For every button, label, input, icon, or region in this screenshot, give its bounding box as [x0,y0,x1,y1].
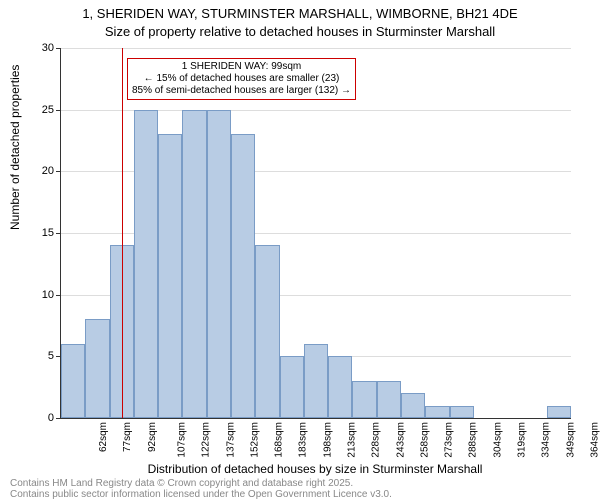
x-tick: 273sqm [444,422,455,458]
y-tick: 25 [42,104,54,116]
y-tick: 10 [42,289,54,301]
histogram-bar [231,134,255,418]
plot-area: 1 SHERIDEN WAY: 99sqm← 15% of detached h… [60,48,571,419]
x-tick: 334sqm [541,422,552,458]
histogram-bar [352,381,376,418]
histogram-bar [158,134,182,418]
annotation-line3: 85% of semi-detached houses are larger (… [132,85,351,97]
x-tick: 198sqm [322,422,333,458]
histogram-bar [304,344,328,418]
histogram-bar [207,110,231,418]
x-tick: 213sqm [347,422,358,458]
y-tick: 20 [42,165,54,177]
chart-title-line1: 1, SHERIDEN WAY, STURMINSTER MARSHALL, W… [0,6,600,21]
y-tick: 5 [48,350,54,362]
x-tick: 364sqm [589,422,600,458]
histogram-bar [182,110,206,418]
histogram-bar [547,406,571,418]
annotation-line2: ← 15% of detached houses are smaller (23… [132,73,351,85]
x-tick: 107sqm [177,422,188,458]
footer-line2: Contains public sector information licen… [10,489,392,500]
annotation-line1: 1 SHERIDEN WAY: 99sqm [132,61,351,73]
x-tick: 122sqm [201,422,212,458]
histogram-bar [61,344,85,418]
x-tick: 228sqm [371,422,382,458]
y-tick: 15 [42,227,54,239]
footer-attribution: Contains HM Land Registry data © Crown c… [10,478,392,500]
x-tick: 137sqm [225,422,236,458]
x-tick: 183sqm [298,422,309,458]
histogram-bar [85,319,109,418]
x-tick: 168sqm [274,422,285,458]
histogram-bar [255,245,279,418]
x-tick: 152sqm [249,422,260,458]
x-tick: 319sqm [517,422,528,458]
x-tick: 258sqm [419,422,430,458]
x-tick: 243sqm [395,422,406,458]
histogram-bar [377,381,401,418]
x-axis-label: Distribution of detached houses by size … [60,462,570,476]
x-tick: 288sqm [468,422,479,458]
x-tick: 349sqm [565,422,576,458]
histogram-bar [134,110,158,418]
histogram-chart: 1, SHERIDEN WAY, STURMINSTER MARSHALL, W… [0,0,600,500]
x-tick: 92sqm [147,422,158,452]
y-tick-labels: 051015202530 [0,48,56,418]
histogram-bar [450,406,474,418]
histogram-bar [401,393,425,418]
reference-line [122,48,123,418]
x-tick: 77sqm [122,422,133,452]
chart-title-line2: Size of property relative to detached ho… [0,24,600,39]
histogram-bar [328,356,352,418]
annotation-box: 1 SHERIDEN WAY: 99sqm← 15% of detached h… [127,58,356,100]
histogram-bar [425,406,449,418]
y-tick: 30 [42,42,54,54]
x-tick: 62sqm [98,422,109,452]
x-tick: 304sqm [492,422,503,458]
footer-line1: Contains HM Land Registry data © Crown c… [10,478,392,489]
x-tick-labels: 62sqm 77sqm 92sqm 107sqm 122sqm 137sqm 152sqm 1… [60,418,570,463]
y-tick: 0 [48,412,54,424]
histogram-bar [280,356,304,418]
